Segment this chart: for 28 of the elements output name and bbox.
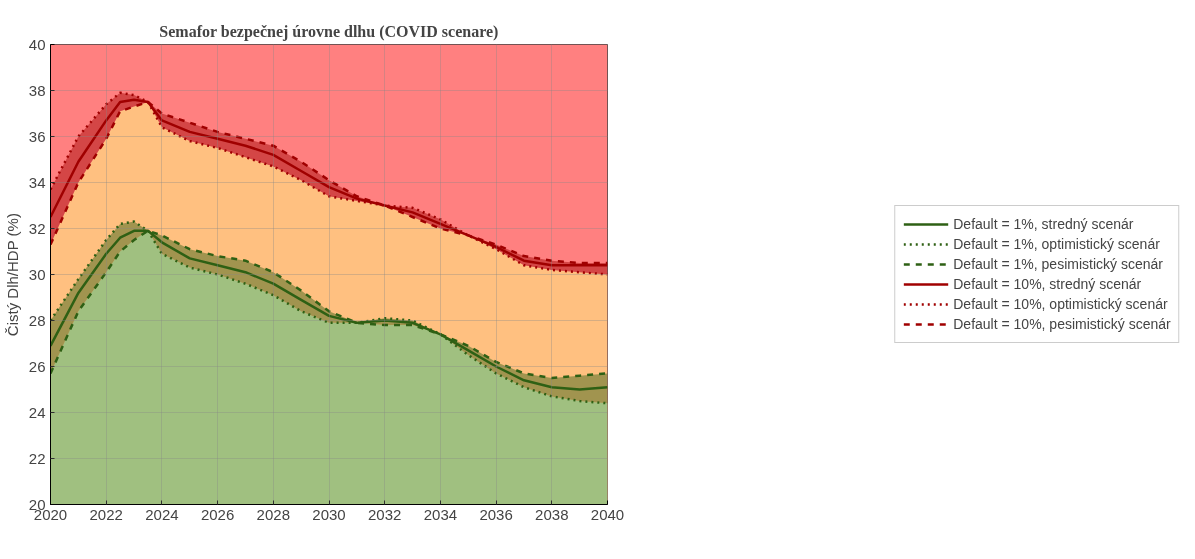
x-tick-label: 2030 bbox=[312, 505, 346, 523]
x-tick-label: 2024 bbox=[145, 505, 179, 523]
y-tick-label: 28 bbox=[28, 311, 46, 329]
legend-label: Default = 1%, optimistický scenár bbox=[953, 235, 1160, 253]
x-tick-label: 2032 bbox=[368, 505, 402, 523]
legend-label: Default = 1%, pesimistický scenár bbox=[953, 255, 1163, 273]
y-tick-label: 40 bbox=[28, 35, 46, 53]
x-tick-label: 2040 bbox=[590, 505, 625, 523]
y-tick-label: 22 bbox=[28, 449, 46, 467]
x-tick-label: 2036 bbox=[479, 505, 513, 523]
y-tick-label: 38 bbox=[28, 81, 46, 99]
y-tick-label: 24 bbox=[28, 403, 46, 421]
y-tick-label: 32 bbox=[28, 219, 46, 237]
x-tick-label: 2038 bbox=[535, 505, 569, 523]
y-tick-label: 26 bbox=[28, 357, 46, 375]
y-tick-label: 30 bbox=[28, 265, 46, 283]
legend-label: Default = 10%, stredný scenár bbox=[953, 275, 1142, 293]
y-tick-label: 34 bbox=[28, 173, 46, 191]
legend-label: Default = 10%, pesimistický scenár bbox=[953, 315, 1171, 333]
legend-label: Default = 1%, stredný scenár bbox=[953, 215, 1134, 233]
legend-label: Default = 10%, optimistický scenár bbox=[953, 295, 1168, 313]
x-tick-label: 2022 bbox=[89, 505, 123, 523]
x-tick-label: 2034 bbox=[423, 505, 458, 523]
x-tick-label: 2028 bbox=[256, 505, 290, 523]
y-axis-title: Čistý Dlh/HDP (%) bbox=[3, 213, 21, 337]
chart-title: Semafor bezpečnej úrovne dlhu (COVID scenare) bbox=[159, 22, 499, 41]
x-tick-label: 2026 bbox=[200, 505, 235, 523]
y-tick-label: 36 bbox=[28, 127, 46, 145]
